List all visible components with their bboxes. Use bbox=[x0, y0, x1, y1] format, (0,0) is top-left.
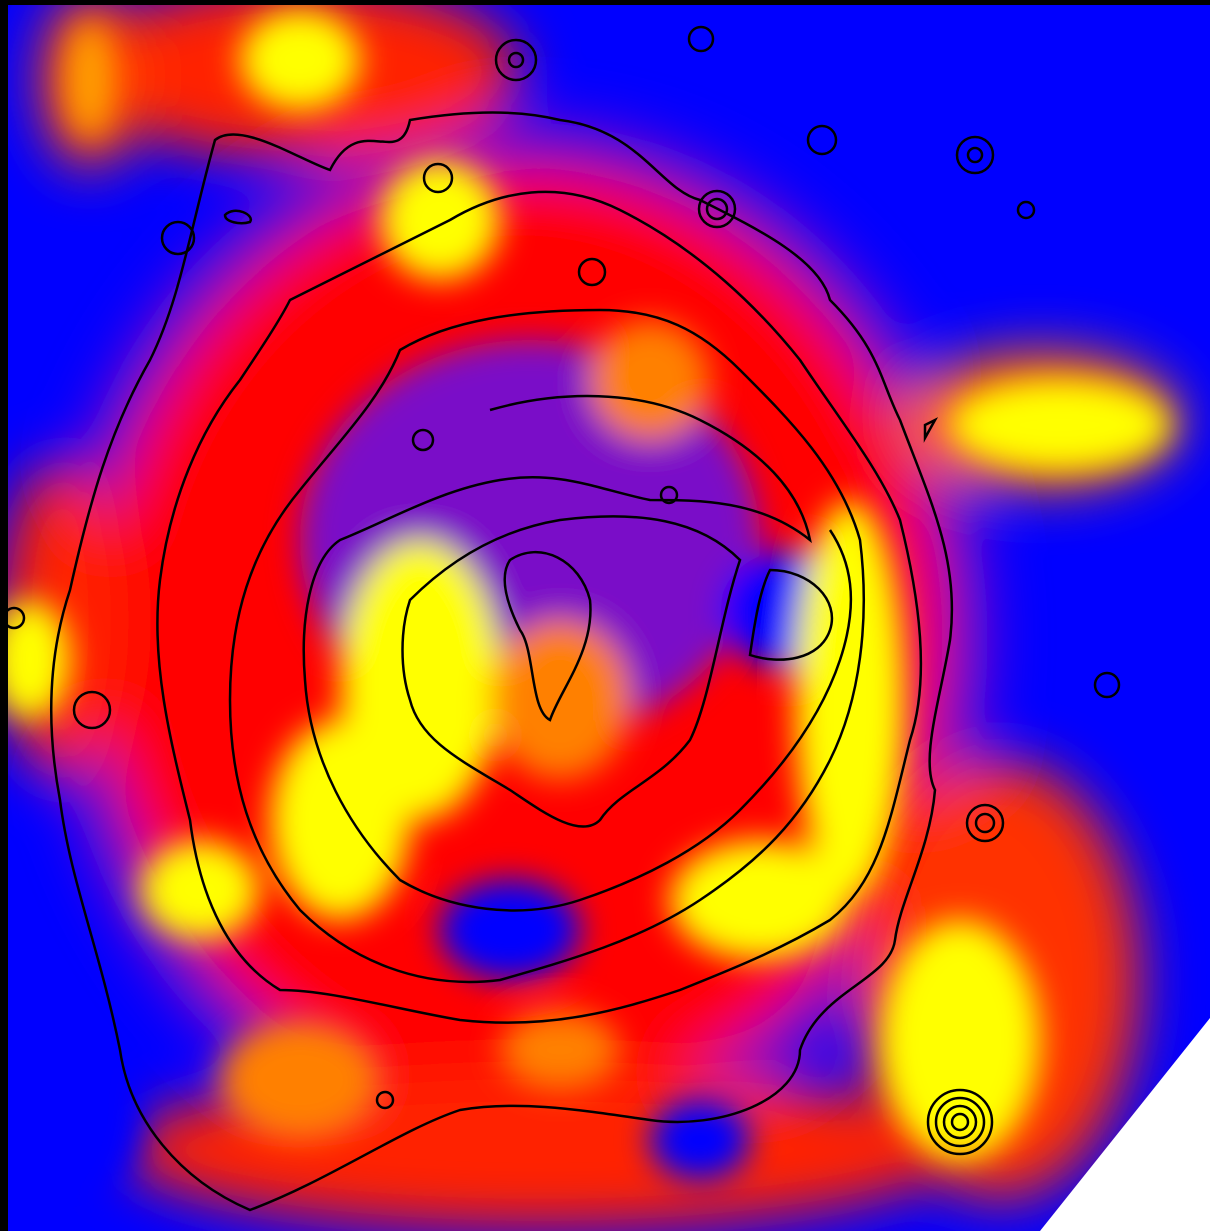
page bbox=[0, 0, 1210, 1231]
heat-map bbox=[0, 0, 1210, 1231]
image bbox=[0, 0, 1210, 1231]
